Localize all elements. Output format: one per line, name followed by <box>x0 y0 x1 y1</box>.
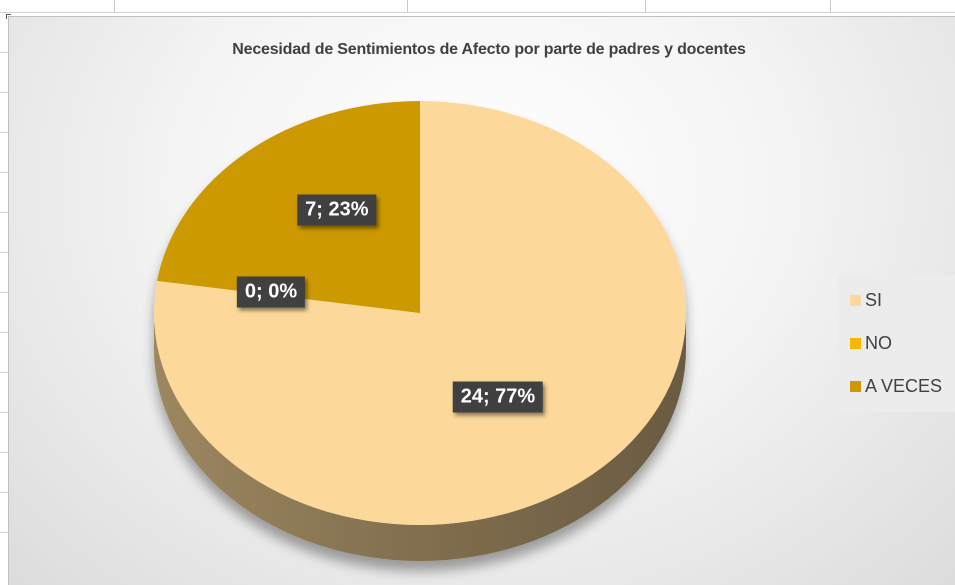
legend-item-no[interactable]: NO <box>850 332 892 354</box>
chart-legend[interactable]: SI NO A VECES <box>838 275 955 412</box>
data-label-si: 24; 77% <box>452 381 544 413</box>
row-gridline <box>0 52 8 53</box>
row-gridline <box>0 532 8 533</box>
row-gridline <box>0 372 8 373</box>
row-gridline <box>0 92 8 93</box>
data-label-a-veces: 7; 23% <box>297 194 377 226</box>
legend-item-a-veces[interactable]: A VECES <box>850 375 942 397</box>
row-gridline <box>0 492 8 493</box>
legend-label: A VECES <box>865 375 943 396</box>
legend-swatch <box>850 294 861 306</box>
legend-swatch <box>850 380 861 392</box>
selection-corner-marker <box>6 14 11 19</box>
legend-item-si[interactable]: SI <box>850 289 882 311</box>
row-gridline <box>0 452 8 453</box>
row-gridline <box>0 252 8 253</box>
legend-label: NO <box>865 332 892 353</box>
legend-swatch <box>850 337 861 349</box>
legend-label: SI <box>865 289 883 310</box>
pie-chart[interactable] <box>9 17 955 585</box>
pie-side-wall <box>154 313 686 561</box>
data-label-no: 0; 0% <box>236 276 306 308</box>
chart-title: Necesidad de Sentimientos de Afecto por … <box>232 41 746 58</box>
spreadsheet-top-row <box>0 0 955 13</box>
pie-slice-a-veces[interactable] <box>157 101 420 313</box>
column-gridline <box>407 0 408 12</box>
row-gridline <box>0 172 8 173</box>
chart-area[interactable]: Necesidad de Sentimientos de Afecto por … <box>8 16 955 585</box>
column-gridline <box>645 0 646 12</box>
column-gridline <box>114 0 115 12</box>
row-gridline <box>0 412 8 413</box>
row-gridline <box>0 292 8 293</box>
row-gridline <box>0 332 8 333</box>
row-gridline <box>0 212 8 213</box>
column-gridline <box>830 0 831 12</box>
row-gridline <box>0 132 8 133</box>
